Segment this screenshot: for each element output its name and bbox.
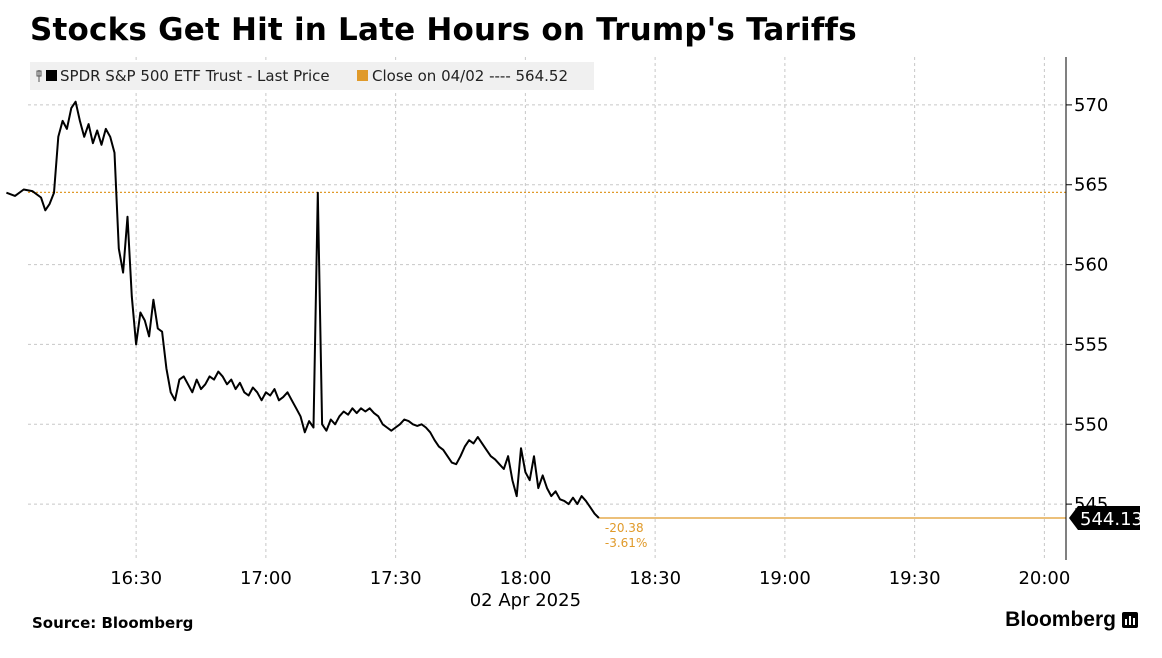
x-tick-label: 17:00 bbox=[240, 568, 292, 589]
price-series-line bbox=[6, 100, 600, 519]
last-price-tag: 544.13 bbox=[1069, 506, 1143, 531]
legend-label-last-price: SPDR S&P 500 ETF Trust - Last Price bbox=[60, 67, 330, 85]
source-note: Source: Bloomberg bbox=[32, 614, 194, 632]
y-tick-label: 560 bbox=[1074, 255, 1108, 276]
x-tick-label: 19:00 bbox=[759, 568, 811, 589]
legend-background bbox=[30, 62, 594, 90]
legend-swatch-last-price bbox=[46, 70, 57, 81]
legend-swatch-close bbox=[357, 70, 368, 81]
brand-name: Bloomberg bbox=[1005, 608, 1116, 631]
y-tick-label: 555 bbox=[1074, 334, 1108, 355]
x-tick-label: 17:30 bbox=[370, 568, 422, 589]
x-axis-date-label: 02 Apr 2025 bbox=[470, 590, 581, 611]
x-axis: 16:30 17:00 17:30 18:00 18:30 19:00 19:30 20:00 bbox=[110, 568, 1070, 589]
last-price-value: 544.13 bbox=[1080, 509, 1143, 530]
change-annotation: -20.38 bbox=[605, 521, 644, 535]
y-tick-label: 550 bbox=[1074, 414, 1108, 435]
legend-line-icon bbox=[36, 70, 42, 82]
y-tick-label: 570 bbox=[1074, 95, 1108, 116]
x-tick-label: 18:30 bbox=[629, 568, 681, 589]
legend: SPDR S&P 500 ETF Trust - Last Price Clos… bbox=[30, 62, 594, 90]
y-tick-label: 565 bbox=[1074, 175, 1108, 196]
chart-title: Stocks Get Hit in Late Hours on Trump's … bbox=[30, 12, 857, 48]
percent-change-annotation: -3.61% bbox=[605, 536, 647, 550]
x-tick-label: 20:00 bbox=[1018, 568, 1070, 589]
x-tick-label: 19:30 bbox=[889, 568, 941, 589]
gridlines bbox=[28, 57, 1066, 560]
brand-logo: Bloomberg bbox=[1005, 608, 1138, 632]
last-price-tag-shape bbox=[1069, 506, 1140, 531]
x-tick-label: 16:30 bbox=[110, 568, 162, 589]
x-tick-label: 18:00 bbox=[499, 568, 551, 589]
legend-label-close: Close on 04/02 ---- 564.52 bbox=[372, 67, 568, 85]
bloomberg-terminal-icon bbox=[1122, 612, 1138, 628]
